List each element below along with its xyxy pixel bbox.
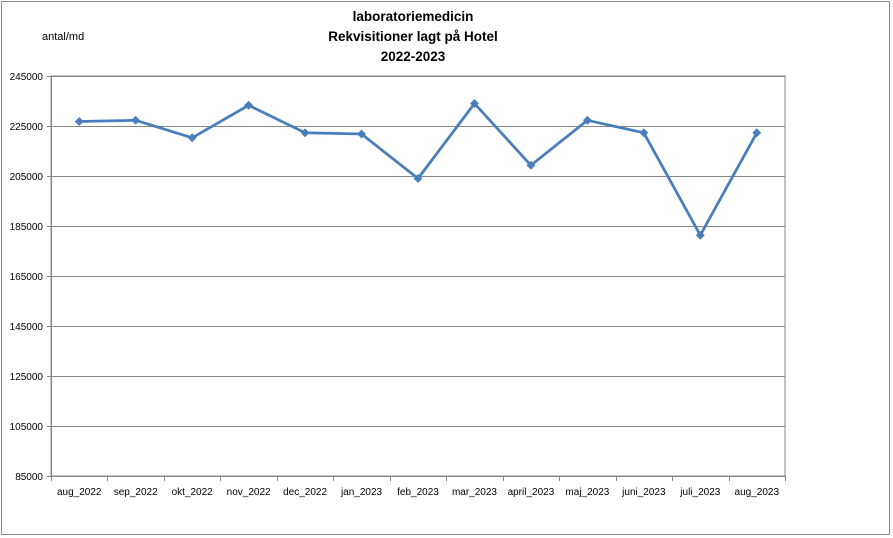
chart-title-line-2: Rekvisitioner lagt på Hotel (328, 29, 498, 44)
x-tick-label: dec_2022 (283, 487, 327, 498)
x-tick-label: okt_2022 (172, 487, 214, 498)
x-tick-label: aug_2022 (57, 487, 102, 498)
x-tick-label: feb_2023 (397, 487, 439, 498)
data-point-marker (469, 98, 480, 109)
x-tick-label: mar_2023 (452, 487, 497, 498)
x-tick-label: jan_2023 (340, 487, 383, 498)
y-tick-label: 225000 (10, 122, 44, 133)
y-tick-label: 145000 (10, 322, 44, 333)
data-point-marker (244, 100, 254, 110)
y-tick-label: 85000 (15, 472, 43, 483)
y-tick-label: 205000 (10, 172, 44, 183)
x-tick-label: sep_2022 (114, 487, 158, 498)
data-point-marker (639, 128, 649, 138)
y-tick-label: 245000 (10, 72, 44, 83)
data-point-marker (131, 115, 141, 125)
chart-title-line-3: 2022-2023 (380, 49, 446, 64)
y-axis-label: antal/md (42, 31, 85, 43)
chart-title-line-1: laboratoriemedicin (352, 9, 474, 24)
x-tick-label: nov_2022 (227, 487, 271, 498)
x-tick-label: maj_2023 (565, 487, 609, 498)
data-point-marker (187, 133, 197, 143)
x-tick-label: april_2023 (508, 487, 555, 498)
data-point-marker (695, 230, 705, 240)
y-tick-label: 185000 (10, 222, 44, 233)
chart-title: laboratoriemedicin Rekvisitioner lagt på… (260, 7, 566, 67)
x-tick-label: juli_2023 (679, 487, 720, 498)
data-point-marker (413, 173, 423, 184)
x-tick-label: juni_2023 (621, 487, 666, 498)
y-tick-label: 105000 (10, 422, 44, 433)
data-point-marker (582, 115, 592, 125)
data-point-marker (300, 128, 310, 138)
x-tick-label: aug_2023 (735, 487, 780, 498)
data-point-marker (74, 116, 84, 127)
y-tick-label: 125000 (10, 372, 44, 383)
data-point-marker (526, 160, 536, 170)
data-point-marker (752, 128, 762, 138)
data-point-marker (356, 129, 367, 139)
y-tick-label: 165000 (10, 272, 44, 283)
